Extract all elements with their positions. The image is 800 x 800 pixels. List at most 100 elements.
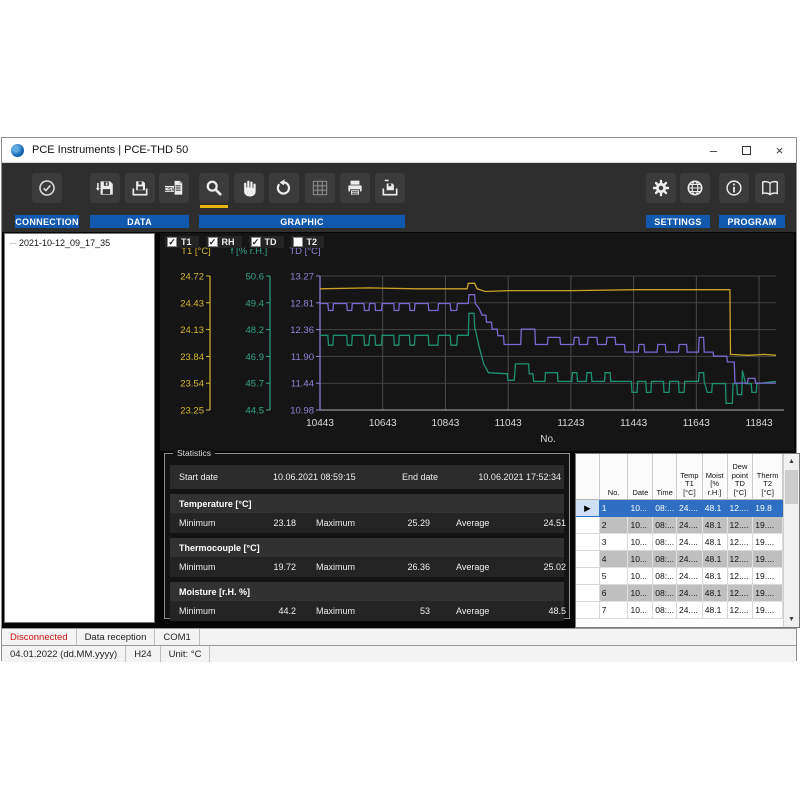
svg-text:T1 [°C]: T1 [°C] bbox=[181, 246, 211, 257]
row-selector-cell[interactable] bbox=[576, 568, 600, 585]
checkbox-checked-icon: ✓ bbox=[167, 237, 177, 247]
checkbox-checked-icon: ✓ bbox=[207, 237, 218, 247]
x-axis-title: No. bbox=[540, 434, 556, 445]
maximize-button[interactable] bbox=[730, 138, 763, 162]
pan-hand-icon bbox=[239, 178, 259, 198]
min-value: 23.18 bbox=[273, 518, 296, 528]
save-data-button[interactable] bbox=[90, 173, 120, 203]
svg-text:10843: 10843 bbox=[432, 418, 460, 429]
series-checkboxes: ✓ T1 ✓ RH ✓ TD T2 bbox=[165, 236, 325, 248]
min-label: Minimum bbox=[179, 606, 216, 616]
table-cell: 08:... bbox=[653, 534, 678, 551]
table-cell: 12.... bbox=[727, 534, 754, 551]
avg-value: 24.51 bbox=[543, 518, 566, 528]
svg-text:10643: 10643 bbox=[369, 418, 397, 429]
series-checkbox-label: T2 bbox=[306, 237, 318, 247]
min-label: Minimum bbox=[179, 518, 216, 528]
table-row[interactable]: 7 10... 08:... 24.... 48.1 12.... 19.... bbox=[576, 602, 783, 619]
tree-item[interactable]: -- 2021-10-12_09_17_35 bbox=[5, 234, 154, 248]
row-selector-cell[interactable] bbox=[576, 602, 600, 619]
max-label: Maximum bbox=[316, 518, 356, 528]
table-row[interactable]: 3 10... 08:... 24.... 48.1 12.... 19.... bbox=[576, 534, 783, 551]
scroll-down-button[interactable]: ▼ bbox=[788, 616, 795, 623]
svg-text:11.44: 11.44 bbox=[291, 379, 314, 390]
table-row[interactable]: 2 10... 08:... 24.... 48.1 12.... 19.... bbox=[576, 517, 783, 534]
toolbar-label-graphic: GRAPHIC bbox=[199, 215, 405, 228]
series-checkbox-rh[interactable]: ✓ RH bbox=[205, 236, 242, 248]
row-selector-cell[interactable] bbox=[576, 517, 600, 534]
minimize-button[interactable]: – bbox=[709, 142, 718, 158]
info-button[interactable] bbox=[719, 173, 749, 203]
toolbar-group-data: CSV DATA bbox=[90, 170, 189, 228]
settings-button[interactable] bbox=[646, 173, 676, 203]
table-scrollbar[interactable]: ▲ ▼ bbox=[783, 454, 799, 627]
row-selector-cell[interactable] bbox=[576, 551, 600, 568]
table-cell: 7 bbox=[599, 602, 629, 619]
svg-text:12.81: 12.81 bbox=[290, 298, 314, 309]
max-value: 53 bbox=[419, 606, 430, 616]
svg-text:12.36: 12.36 bbox=[290, 325, 314, 336]
table-cell: 48.1 bbox=[702, 585, 728, 602]
svg-text:11443: 11443 bbox=[620, 418, 648, 429]
pan-tool-button[interactable] bbox=[234, 173, 265, 203]
toolbar-group-graphic: GRAPHIC bbox=[199, 170, 405, 228]
table-cell: 10... bbox=[628, 568, 654, 585]
table-row[interactable]: 4 10... 08:... 24.... 48.1 12.... 19.... bbox=[576, 551, 783, 568]
status-item: Disconnected bbox=[2, 629, 77, 645]
column-header[interactable]: Time bbox=[653, 454, 678, 499]
load-data-button[interactable] bbox=[124, 173, 155, 203]
series-checkbox-t2[interactable]: T2 bbox=[290, 236, 325, 248]
series-line-td bbox=[320, 294, 776, 384]
row-selector-cell[interactable] bbox=[576, 534, 600, 551]
series-checkbox-t1[interactable]: ✓ T1 bbox=[165, 236, 199, 248]
scroll-up-button[interactable]: ▲ bbox=[788, 458, 795, 465]
reset-view-button[interactable] bbox=[269, 173, 300, 203]
status-bar-connection: Disconnected Data reception COM1 bbox=[2, 628, 796, 645]
connect-button[interactable] bbox=[32, 173, 62, 203]
column-header[interactable]: Moist [% r.H.] bbox=[703, 454, 728, 499]
grid-toggle-button[interactable] bbox=[304, 173, 335, 203]
print-button[interactable] bbox=[339, 173, 370, 203]
session-tree: -- 2021-10-12_09_17_35 bbox=[4, 233, 155, 623]
csv-export-button[interactable]: CSV bbox=[159, 173, 189, 203]
manual-button[interactable] bbox=[755, 173, 785, 203]
column-header[interactable]: Therm T2 [°C] bbox=[753, 454, 783, 499]
table-cell: 48.1 bbox=[702, 602, 728, 619]
table-cell: 5 bbox=[599, 568, 629, 585]
min-value: 44.2 bbox=[278, 606, 296, 616]
statistics-date-row: Start date 10.06.2021 08:59:15 End date … bbox=[170, 465, 564, 489]
svg-text:f [% r.H.]: f [% r.H.] bbox=[231, 246, 267, 257]
scrollbar-thumb[interactable] bbox=[785, 470, 798, 504]
current-row-marker[interactable]: ▶ bbox=[576, 500, 600, 517]
zoom-tool-button[interactable] bbox=[199, 173, 229, 208]
statistics-section-temperature: Temperature [°C] Minimum 23.18 Maximum 25.… bbox=[170, 494, 566, 533]
export-graphic-button[interactable] bbox=[374, 173, 405, 203]
table-row[interactable]: ▶ 1 10... 08:... 24.... 48.1 12.... 19.8 bbox=[576, 500, 783, 517]
column-header[interactable]: Date bbox=[628, 454, 654, 499]
table-cell: 3 bbox=[599, 534, 629, 551]
column-header[interactable]: Temp T1 [°C] bbox=[677, 454, 703, 499]
min-label: Minimum bbox=[179, 562, 216, 572]
table-row[interactable]: 6 10... 08:... 24.... 48.1 12.... 19.... bbox=[576, 585, 783, 602]
avg-label: Average bbox=[456, 518, 490, 528]
reset-view-icon bbox=[274, 178, 294, 198]
series-checkbox-label: T1 bbox=[181, 237, 192, 247]
table-row[interactable]: 5 10... 08:... 24.... 48.1 12.... 19.... bbox=[576, 568, 783, 585]
series-checkbox-td[interactable]: ✓ TD bbox=[248, 236, 284, 248]
avg-label: Average bbox=[456, 562, 490, 572]
column-header[interactable]: No. bbox=[600, 454, 629, 499]
svg-text:24.13: 24.13 bbox=[180, 325, 204, 336]
x-axis-labels: 10443 10643 10843 11043 11243 11443 11643 11843 bbox=[306, 418, 773, 429]
status-item: H24 bbox=[126, 646, 161, 662]
y-axis-t1: T1 [°C] 24.72 24.43 24.13 23.84 23.54 23.25 bbox=[180, 246, 211, 417]
window-title: PCE Instruments | PCE-THD 50 bbox=[32, 144, 189, 156]
row-selector-cell[interactable] bbox=[576, 585, 600, 602]
close-button[interactable]: × bbox=[775, 142, 784, 158]
table-cell: 48.1 bbox=[702, 500, 728, 517]
language-button[interactable] bbox=[680, 173, 710, 203]
chart-plot[interactable]: T1 [°C] 24.72 24.43 24.13 23.84 23.54 23.25 f [… bbox=[160, 233, 794, 451]
svg-text:23.54: 23.54 bbox=[180, 379, 204, 390]
table-cell: 12.... bbox=[727, 568, 754, 585]
save-data-icon bbox=[95, 178, 115, 198]
column-header[interactable]: Dew point TD [°C] bbox=[728, 454, 754, 499]
